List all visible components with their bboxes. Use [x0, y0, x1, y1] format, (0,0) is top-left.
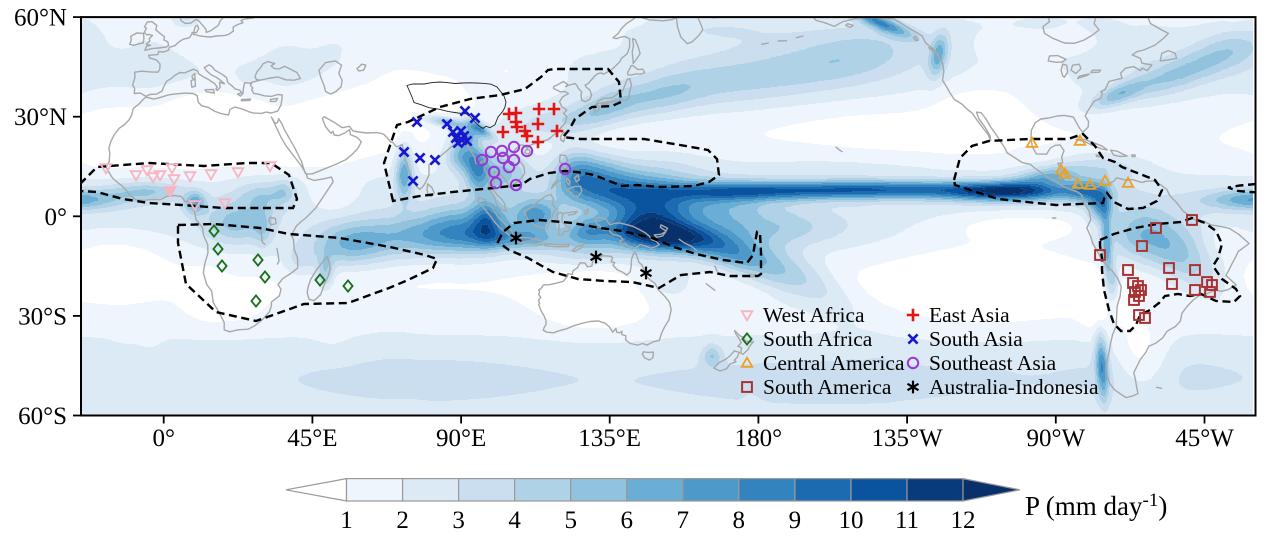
svg-text:3: 3	[452, 507, 465, 534]
svg-text:30°S: 30°S	[18, 303, 67, 330]
svg-text:6: 6	[621, 507, 634, 534]
svg-text:2: 2	[396, 507, 409, 534]
svg-text:60°S: 60°S	[18, 403, 67, 430]
svg-text:11: 11	[895, 507, 919, 534]
svg-text:180°: 180°	[735, 425, 783, 452]
svg-text:West Africa: West Africa	[763, 303, 865, 327]
svg-text:Southeast Asia: Southeast Asia	[929, 351, 1057, 375]
svg-text:45°E: 45°E	[287, 425, 337, 452]
svg-text:135°E: 135°E	[578, 425, 641, 452]
svg-text:7: 7	[677, 507, 690, 534]
svg-text:45°W: 45°W	[1175, 425, 1234, 452]
svg-text:90°E: 90°E	[436, 425, 486, 452]
svg-text:South Africa: South Africa	[763, 327, 873, 351]
svg-text:135°W: 135°W	[872, 425, 943, 452]
svg-text:East Asia: East Asia	[929, 303, 1010, 327]
svg-text:90°W: 90°W	[1027, 425, 1086, 452]
svg-text:1: 1	[340, 507, 353, 534]
svg-text:Australia-Indonesia: Australia-Indonesia	[929, 375, 1099, 399]
svg-text:30°N: 30°N	[14, 104, 67, 131]
svg-text:0°: 0°	[152, 425, 175, 452]
svg-text:South Asia: South Asia	[929, 327, 1023, 351]
svg-text:10: 10	[839, 507, 864, 534]
svg-text:4: 4	[508, 507, 521, 534]
svg-text:Central America: Central America	[763, 351, 905, 375]
svg-text:9: 9	[789, 507, 802, 534]
svg-text:12: 12	[951, 507, 976, 534]
svg-text:0°: 0°	[45, 204, 68, 231]
svg-text:5: 5	[564, 507, 577, 534]
svg-text:South America: South America	[763, 375, 892, 399]
svg-text:60°N: 60°N	[14, 5, 67, 32]
svg-text:8: 8	[733, 507, 746, 534]
